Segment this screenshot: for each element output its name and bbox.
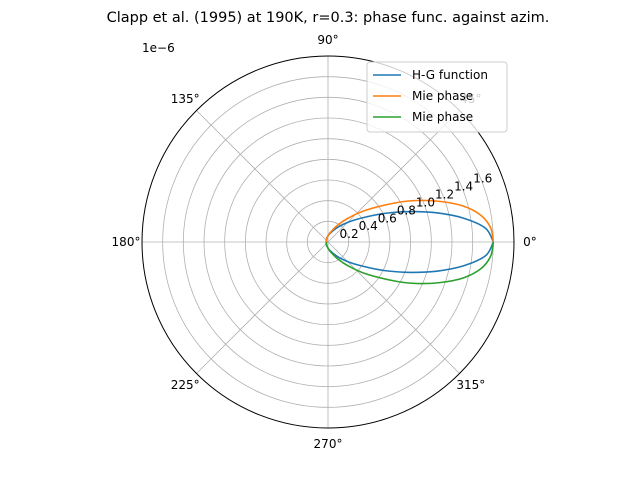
radial-tick-label: 0.8 xyxy=(397,203,416,217)
angular-grid-line xyxy=(196,110,329,243)
polar-frame xyxy=(141,55,515,429)
radial-tick-label: 0.6 xyxy=(378,211,397,225)
angular-tick-label: 270° xyxy=(314,437,343,451)
legend: H-G function Mie phase Mie phase xyxy=(366,61,508,133)
angular-tick-label: 90° xyxy=(317,33,338,47)
angular-tick-label: 180° xyxy=(112,235,141,249)
radial-tick-label: 1.2 xyxy=(435,188,454,202)
series-line xyxy=(325,241,495,285)
chart-title: Clapp et al. (1995) at 190K, r=0.3: phas… xyxy=(107,10,550,26)
legend-box xyxy=(366,61,508,133)
angular-tick-label: 225° xyxy=(171,378,200,392)
radial-tick-label: 1.4 xyxy=(454,180,473,194)
angular-tick-label: 135° xyxy=(171,92,200,106)
radial-tick-label: 0.2 xyxy=(340,227,359,241)
series-layer xyxy=(325,199,495,285)
legend-label: Mie phase xyxy=(412,89,473,103)
radial-tick-label: 0.4 xyxy=(359,219,378,233)
series-line xyxy=(325,199,495,243)
label-layer: 0°45°90°135°180°225°270°315°0.20.40.60.8… xyxy=(112,33,537,451)
angular-grid-line xyxy=(196,241,329,374)
angular-grid-line xyxy=(327,241,460,374)
legend-label: H-G function xyxy=(412,68,488,82)
radial-offset-label: 1e−6 xyxy=(142,41,175,55)
angular-tick-label: 315° xyxy=(456,378,485,392)
angular-tick-label: 0° xyxy=(523,235,537,249)
legend-label: Mie phase xyxy=(412,110,473,124)
radial-tick-label: 1.6 xyxy=(473,172,492,186)
radial-tick-label: 1.0 xyxy=(416,195,435,209)
